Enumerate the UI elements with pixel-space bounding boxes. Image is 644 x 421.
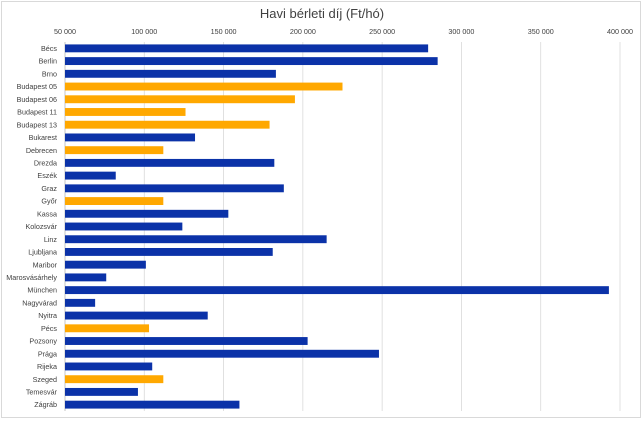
bar (65, 260, 146, 269)
bar (65, 158, 275, 167)
bar (65, 337, 308, 345)
category-label: Maribor (33, 260, 58, 269)
category-label: Temesvár (26, 388, 58, 397)
chart-title: Havi bérleti díj (Ft/hó) (259, 6, 385, 21)
category-label: Zágráb (34, 400, 57, 409)
category-label: Budapest 13 (17, 120, 57, 129)
category-label: Budapest 05 (17, 82, 57, 91)
bar (65, 44, 429, 53)
bar (65, 120, 270, 129)
bar (65, 235, 327, 244)
x-tick-label: 100 000 (131, 27, 157, 36)
bar (65, 286, 609, 295)
bar (65, 387, 138, 396)
x-tick-label: 300 000 (448, 27, 474, 36)
category-label: Marosvásárhely (6, 273, 57, 282)
category-label: Linz (44, 235, 58, 244)
category-label: Drezda (34, 158, 57, 167)
bar (65, 400, 240, 409)
category-label: Bécs (41, 44, 57, 53)
bar (65, 133, 196, 142)
bar (65, 324, 150, 333)
bar (65, 57, 438, 66)
bar (65, 248, 273, 256)
x-tick-label: 400 000 (607, 27, 633, 36)
bar (65, 69, 276, 78)
category-label: Rijeka (37, 362, 57, 371)
bar (65, 209, 229, 218)
bar (65, 184, 284, 193)
category-label: Brno (42, 69, 57, 78)
bar (65, 95, 295, 104)
category-label: Graz (41, 184, 57, 193)
category-label: Szeged (33, 375, 57, 384)
bar (65, 171, 116, 180)
category-label: Nagyvárad (22, 298, 57, 307)
bar (65, 362, 153, 371)
category-label: Bukarest (29, 133, 57, 142)
bar (65, 298, 96, 307)
category-label: Kassa (37, 209, 57, 218)
bar (65, 108, 186, 116)
category-label: Ljubljana (28, 248, 57, 257)
category-label: Győr (41, 197, 57, 206)
x-tick-label: 200 000 (290, 27, 316, 36)
bar (65, 273, 107, 282)
category-label: Eszék (37, 171, 57, 180)
x-tick-label: 50 000 (54, 27, 76, 36)
x-tick-label: 350 000 (528, 27, 554, 36)
category-label: Budapest 11 (17, 108, 57, 117)
category-label: Budapest 06 (17, 95, 57, 104)
x-tick-label: 250 000 (369, 27, 395, 36)
bar (65, 349, 379, 358)
bar (65, 222, 183, 231)
category-label: Prága (38, 349, 57, 358)
bar (65, 197, 164, 205)
category-label: Kolozsvár (25, 222, 57, 231)
category-label: Berlin (39, 57, 57, 66)
bar (65, 375, 164, 384)
bar (65, 146, 164, 155)
bar (65, 82, 343, 91)
x-tick-label: 150 000 (211, 27, 237, 36)
bar (65, 311, 208, 320)
category-label: München (27, 286, 57, 295)
category-label: Pécs (41, 324, 57, 333)
category-label: Debrecen (26, 146, 57, 155)
category-label: Nyitra (38, 311, 57, 320)
category-label: Pozsony (29, 337, 57, 346)
